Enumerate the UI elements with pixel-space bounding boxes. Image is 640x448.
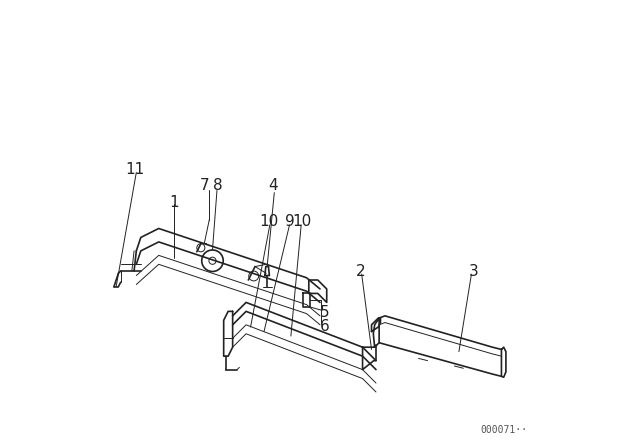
Text: 4: 4: [269, 178, 278, 194]
Text: 10: 10: [259, 214, 278, 229]
Text: 8: 8: [213, 178, 223, 194]
Text: 10: 10: [292, 214, 312, 229]
Text: 9: 9: [285, 214, 294, 229]
Text: 11: 11: [126, 162, 145, 177]
Text: 7: 7: [200, 178, 210, 194]
Text: 1: 1: [170, 195, 179, 210]
Text: 2: 2: [355, 263, 365, 279]
Text: 5: 5: [319, 305, 330, 320]
Text: 6: 6: [319, 319, 330, 334]
Text: 3: 3: [468, 263, 479, 279]
Text: 000071··: 000071··: [480, 425, 527, 435]
